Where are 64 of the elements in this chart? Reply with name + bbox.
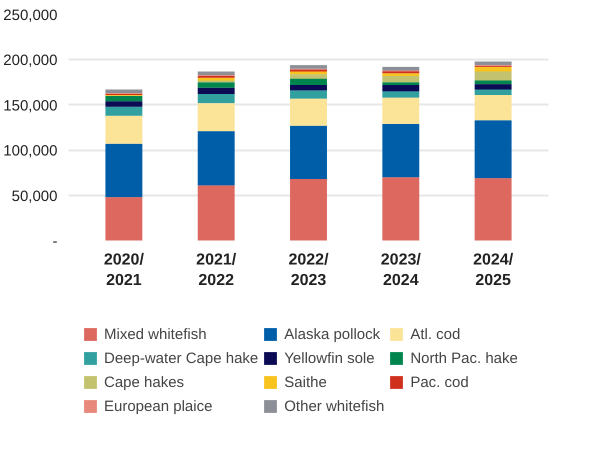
legend-label: Alaska pollock — [284, 324, 380, 344]
y-tick-label: 50,000 — [12, 188, 58, 205]
bar — [474, 62, 512, 66]
x-tick-label: 2020/ 2021 — [104, 252, 144, 289]
bar — [105, 90, 142, 94]
bar — [105, 96, 142, 102]
bar — [198, 82, 235, 88]
bar — [382, 85, 420, 92]
bar — [474, 120, 512, 178]
x-tick-label: 2023/ 2024 — [380, 252, 422, 289]
bar — [105, 101, 142, 107]
bar — [382, 98, 420, 124]
x-tick-label: 2022/ 2023 — [288, 252, 330, 289]
bar — [290, 179, 327, 240]
y-tick-label: - — [52, 233, 58, 250]
bar — [290, 78, 327, 86]
y-tick-label: 150,000 — [3, 97, 58, 114]
bar — [474, 80, 512, 84]
bar — [474, 66, 512, 72]
y-tick-label: 250,000 — [3, 7, 58, 24]
bar — [198, 103, 235, 132]
bar — [474, 90, 512, 95]
legend-label: North Pac. hake — [410, 348, 518, 368]
legend-label: Deep-water Cape hake — [104, 348, 258, 368]
bar — [198, 185, 235, 240]
legend-label: Saithe — [284, 372, 327, 392]
legend-label: Atl. cod — [410, 324, 460, 344]
legend-label: Mixed whitefish — [104, 324, 207, 344]
legend-label: Other whitefish — [284, 396, 384, 416]
bar — [290, 74, 327, 79]
bar — [474, 71, 512, 80]
bar — [382, 91, 420, 98]
bar — [382, 66, 420, 71]
y-tick-label: 200,000 — [3, 52, 58, 70]
bar — [290, 98, 327, 126]
bar — [290, 71, 327, 74]
bar — [105, 144, 142, 198]
bar — [382, 82, 420, 86]
bar — [290, 90, 327, 99]
x-tick-label: 2021/ 2022 — [196, 252, 237, 289]
bar — [290, 126, 327, 180]
bar — [105, 106, 142, 116]
legend-label: Pac. cod — [410, 372, 469, 392]
bar — [474, 178, 512, 240]
y-tick-label: 100,000 — [3, 142, 58, 160]
bar — [105, 197, 142, 240]
bar — [198, 71, 235, 76]
bar — [382, 73, 420, 76]
x-tick-label: 2024/ 2025 — [473, 252, 514, 289]
bar — [474, 94, 512, 120]
bar — [198, 94, 235, 104]
legend-label: Cape hakes — [104, 372, 184, 392]
legend-label: European plaice — [104, 396, 212, 416]
bar — [290, 65, 327, 69]
bar — [290, 85, 327, 90]
bar — [382, 124, 420, 178]
bar — [382, 177, 420, 240]
legend-label: Yellowfin sole — [284, 348, 375, 368]
bar — [382, 76, 420, 82]
bar — [198, 78, 235, 80]
bar — [474, 84, 512, 90]
bar — [198, 131, 235, 186]
bar — [105, 116, 142, 144]
bar — [198, 88, 235, 94]
